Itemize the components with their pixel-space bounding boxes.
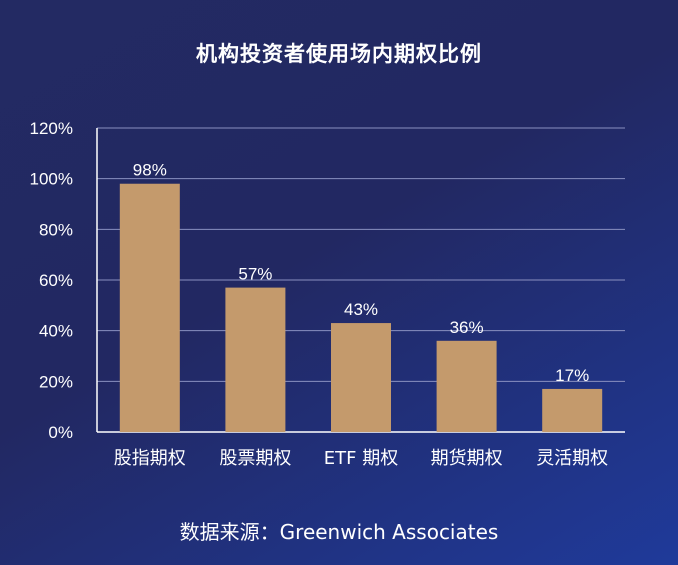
x-category-label: 股指期权: [114, 448, 186, 469]
x-category-label: ETF 期权: [324, 448, 398, 469]
bar: [331, 323, 391, 432]
bar-value-label: 17%: [555, 366, 589, 385]
bar: [542, 388, 603, 432]
bar: [225, 287, 286, 432]
bar-value-label: 98%: [133, 161, 167, 180]
x-category-label: 灵活期权: [536, 448, 608, 469]
bar: [436, 340, 497, 432]
bar-value-label: 57%: [238, 265, 272, 284]
x-category-label: 股票期权: [219, 448, 291, 469]
x-category-label: 期货期权: [431, 448, 503, 469]
y-tick-label: 120%: [30, 119, 73, 138]
y-tick-label: 80%: [39, 220, 73, 239]
bar: [119, 183, 180, 432]
source-note: 数据来源：Greenwich Associates: [179, 520, 499, 544]
y-tick-label: 60%: [39, 271, 73, 290]
y-tick-label: 0%: [48, 423, 73, 442]
bar-value-label: 36%: [450, 318, 484, 337]
y-tick-label: 20%: [39, 372, 73, 391]
y-tick-label: 100%: [30, 170, 73, 189]
y-tick-label: 40%: [39, 322, 73, 341]
chart-title: 机构投资者使用场内期权比例: [196, 42, 482, 66]
bar-value-label: 43%: [344, 300, 378, 319]
